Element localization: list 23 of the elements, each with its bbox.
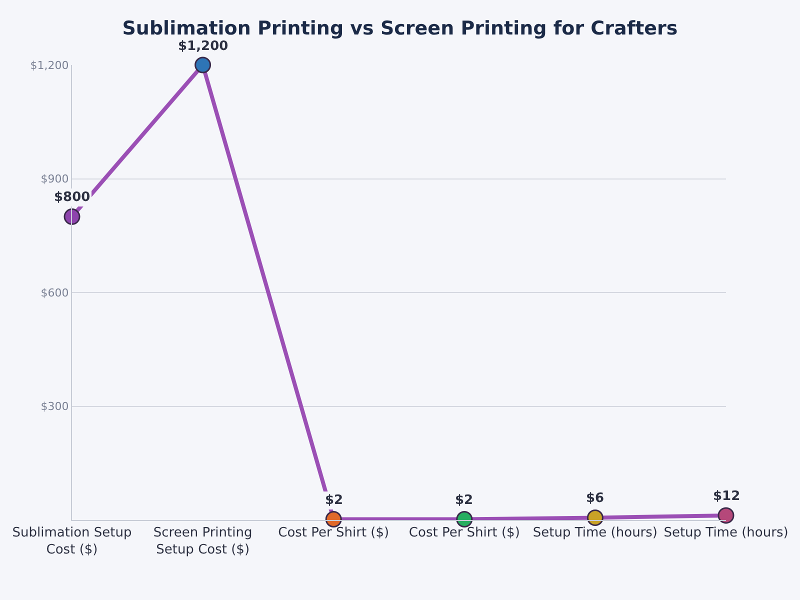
point: [456, 510, 473, 528]
data-label: $2: [325, 493, 344, 508]
y-tick-label: $300: [40, 400, 69, 414]
data-label: $1,200: [178, 39, 228, 54]
x-tick-label: Screen Printing Setup Cost ($): [153, 526, 252, 558]
data-label: $12: [713, 489, 740, 504]
chart-title: Sublimation Printing vs Screen Printing for Crafters: [122, 17, 678, 40]
data-label: $6: [586, 491, 604, 506]
x-tick-label: Setup Time (hours): [664, 526, 788, 541]
point: [586, 509, 604, 526]
y-tick-label: $1,200: [30, 58, 69, 72]
point: [718, 507, 734, 524]
x-tick-label: Setup Time (hours): [532, 526, 658, 541]
point: [194, 56, 212, 74]
point: [64, 208, 80, 225]
data-label: $2: [455, 493, 474, 508]
x-tick-label: Cost Per Shirt ($): [278, 526, 390, 541]
point: [325, 510, 342, 528]
data-label: $800: [54, 190, 90, 205]
x-tick-label: Sublimation Setup Cost ($): [12, 526, 132, 558]
x-tick-label: Cost Per Shirt ($): [408, 526, 520, 541]
y-tick-label: $600: [40, 286, 69, 300]
y-tick-label: $900: [40, 172, 69, 186]
